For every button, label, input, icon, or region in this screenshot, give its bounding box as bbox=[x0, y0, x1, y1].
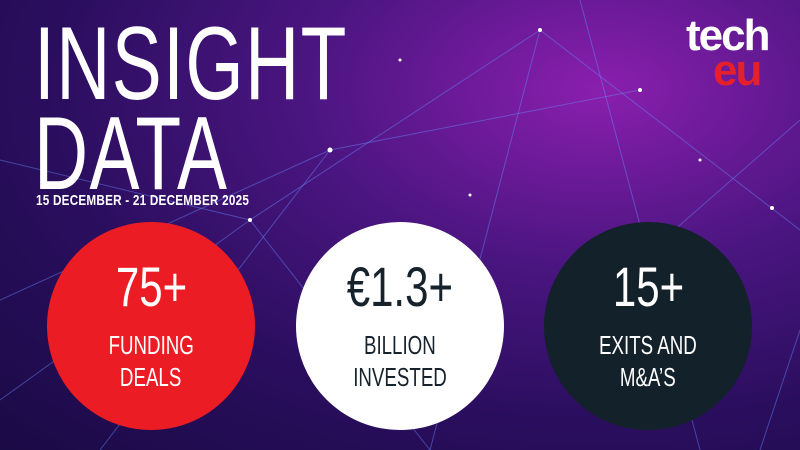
stat-label-1: EXITS AND bbox=[599, 329, 697, 360]
tech-eu-logo: tech eu bbox=[686, 11, 786, 96]
stat-funding-deals: 75+ FUNDING DEALS bbox=[47, 222, 255, 430]
title-line-1: INSIGHT bbox=[34, 6, 348, 122]
stat-label-2: M&A’S bbox=[620, 362, 676, 392]
stat-label-2: INVESTED bbox=[353, 362, 447, 392]
stat-billion-invested: €1.3+ BILLION INVESTED bbox=[296, 222, 504, 430]
stat-value: 15+ bbox=[612, 254, 684, 318]
logo-top: tech bbox=[686, 11, 770, 60]
stat-value: 75+ bbox=[115, 254, 187, 318]
logo-bottom: eu bbox=[713, 46, 762, 96]
title-line-2: DATA bbox=[34, 96, 229, 212]
stat-exits: 15+ EXITS AND M&A’S bbox=[544, 222, 752, 430]
stat-label-1: BILLION bbox=[364, 329, 436, 360]
date-range: 15 DECEMBER - 21 DECEMBER 2025 bbox=[36, 192, 250, 209]
stat-label-1: FUNDING bbox=[108, 329, 194, 360]
stat-label-2: DEALS bbox=[120, 362, 182, 392]
stat-value: €1.3+ bbox=[346, 254, 454, 318]
